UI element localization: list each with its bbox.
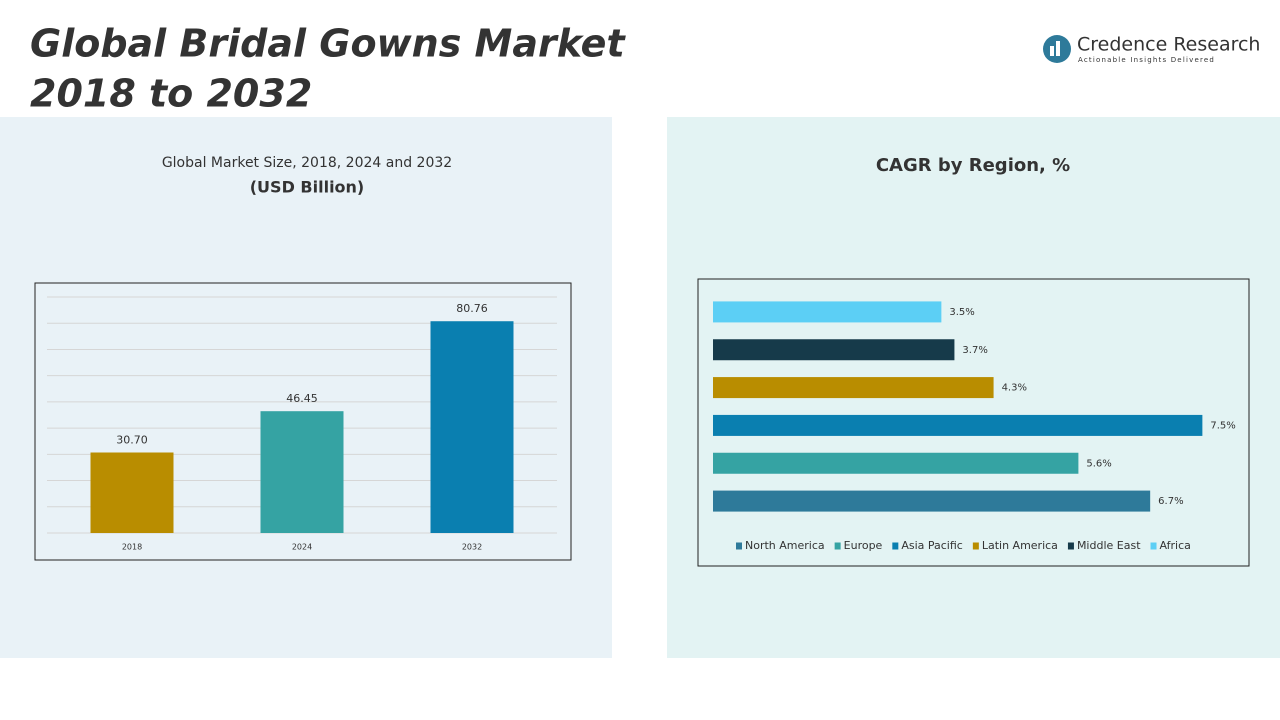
value-label: 7.5%	[1210, 420, 1235, 431]
legend-swatch	[892, 542, 899, 550]
legend-label: North America	[745, 539, 825, 552]
bar	[713, 452, 1079, 474]
brand-tagline: Actionable Insights Delivered	[1078, 56, 1215, 64]
logo-icon	[1056, 41, 1060, 56]
bar	[713, 490, 1151, 512]
legend-label: Africa	[1160, 539, 1191, 552]
plot-frame	[697, 278, 1250, 567]
value-label: 6.7%	[1158, 496, 1183, 507]
value-label: 30.70	[116, 433, 148, 446]
x-tick-label: 2032	[462, 543, 482, 552]
x-tick-label: 2018	[122, 543, 142, 552]
bar	[260, 411, 344, 533]
legend-swatch	[1067, 542, 1074, 550]
value-label: 3.7%	[962, 345, 987, 356]
plot-frame	[34, 282, 572, 561]
bar	[713, 377, 994, 399]
value-label: 4.3%	[1002, 383, 1027, 394]
chart-title: Global Market Size, 2018, 2024 and 2032	[162, 155, 452, 171]
bar	[90, 452, 174, 533]
value-label: 80.76	[456, 302, 488, 315]
legend-label: Europe	[844, 539, 883, 552]
bar	[713, 301, 942, 323]
chart-subtitle: (USD Billion)	[250, 178, 365, 197]
bar	[713, 414, 1203, 436]
legend-swatch	[834, 542, 841, 550]
logo: Credence Research Actionable Insights De…	[1043, 34, 1260, 64]
page-title: Global Bridal Gowns Market	[30, 22, 626, 66]
chart-title: CAGR by Region, %	[876, 155, 1070, 176]
value-label: 46.45	[286, 392, 318, 405]
bar	[713, 339, 955, 361]
value-label: 5.6%	[1086, 458, 1111, 469]
page-title: 2018 to 2032	[30, 72, 312, 116]
value-label: 3.5%	[949, 307, 974, 318]
legend-swatch	[736, 542, 742, 550]
legend-label: Asia Pacific	[901, 539, 963, 552]
bar	[430, 321, 514, 533]
x-tick-label: 2024	[292, 543, 312, 552]
brand-name: Credence Research	[1077, 34, 1260, 56]
legend-swatch	[972, 542, 979, 550]
legend-swatch	[1150, 542, 1157, 550]
legend-label: Latin America	[982, 539, 1058, 552]
legend-label: Middle East	[1077, 539, 1141, 552]
logo-icon	[1050, 46, 1054, 56]
left-panel	[0, 117, 612, 658]
